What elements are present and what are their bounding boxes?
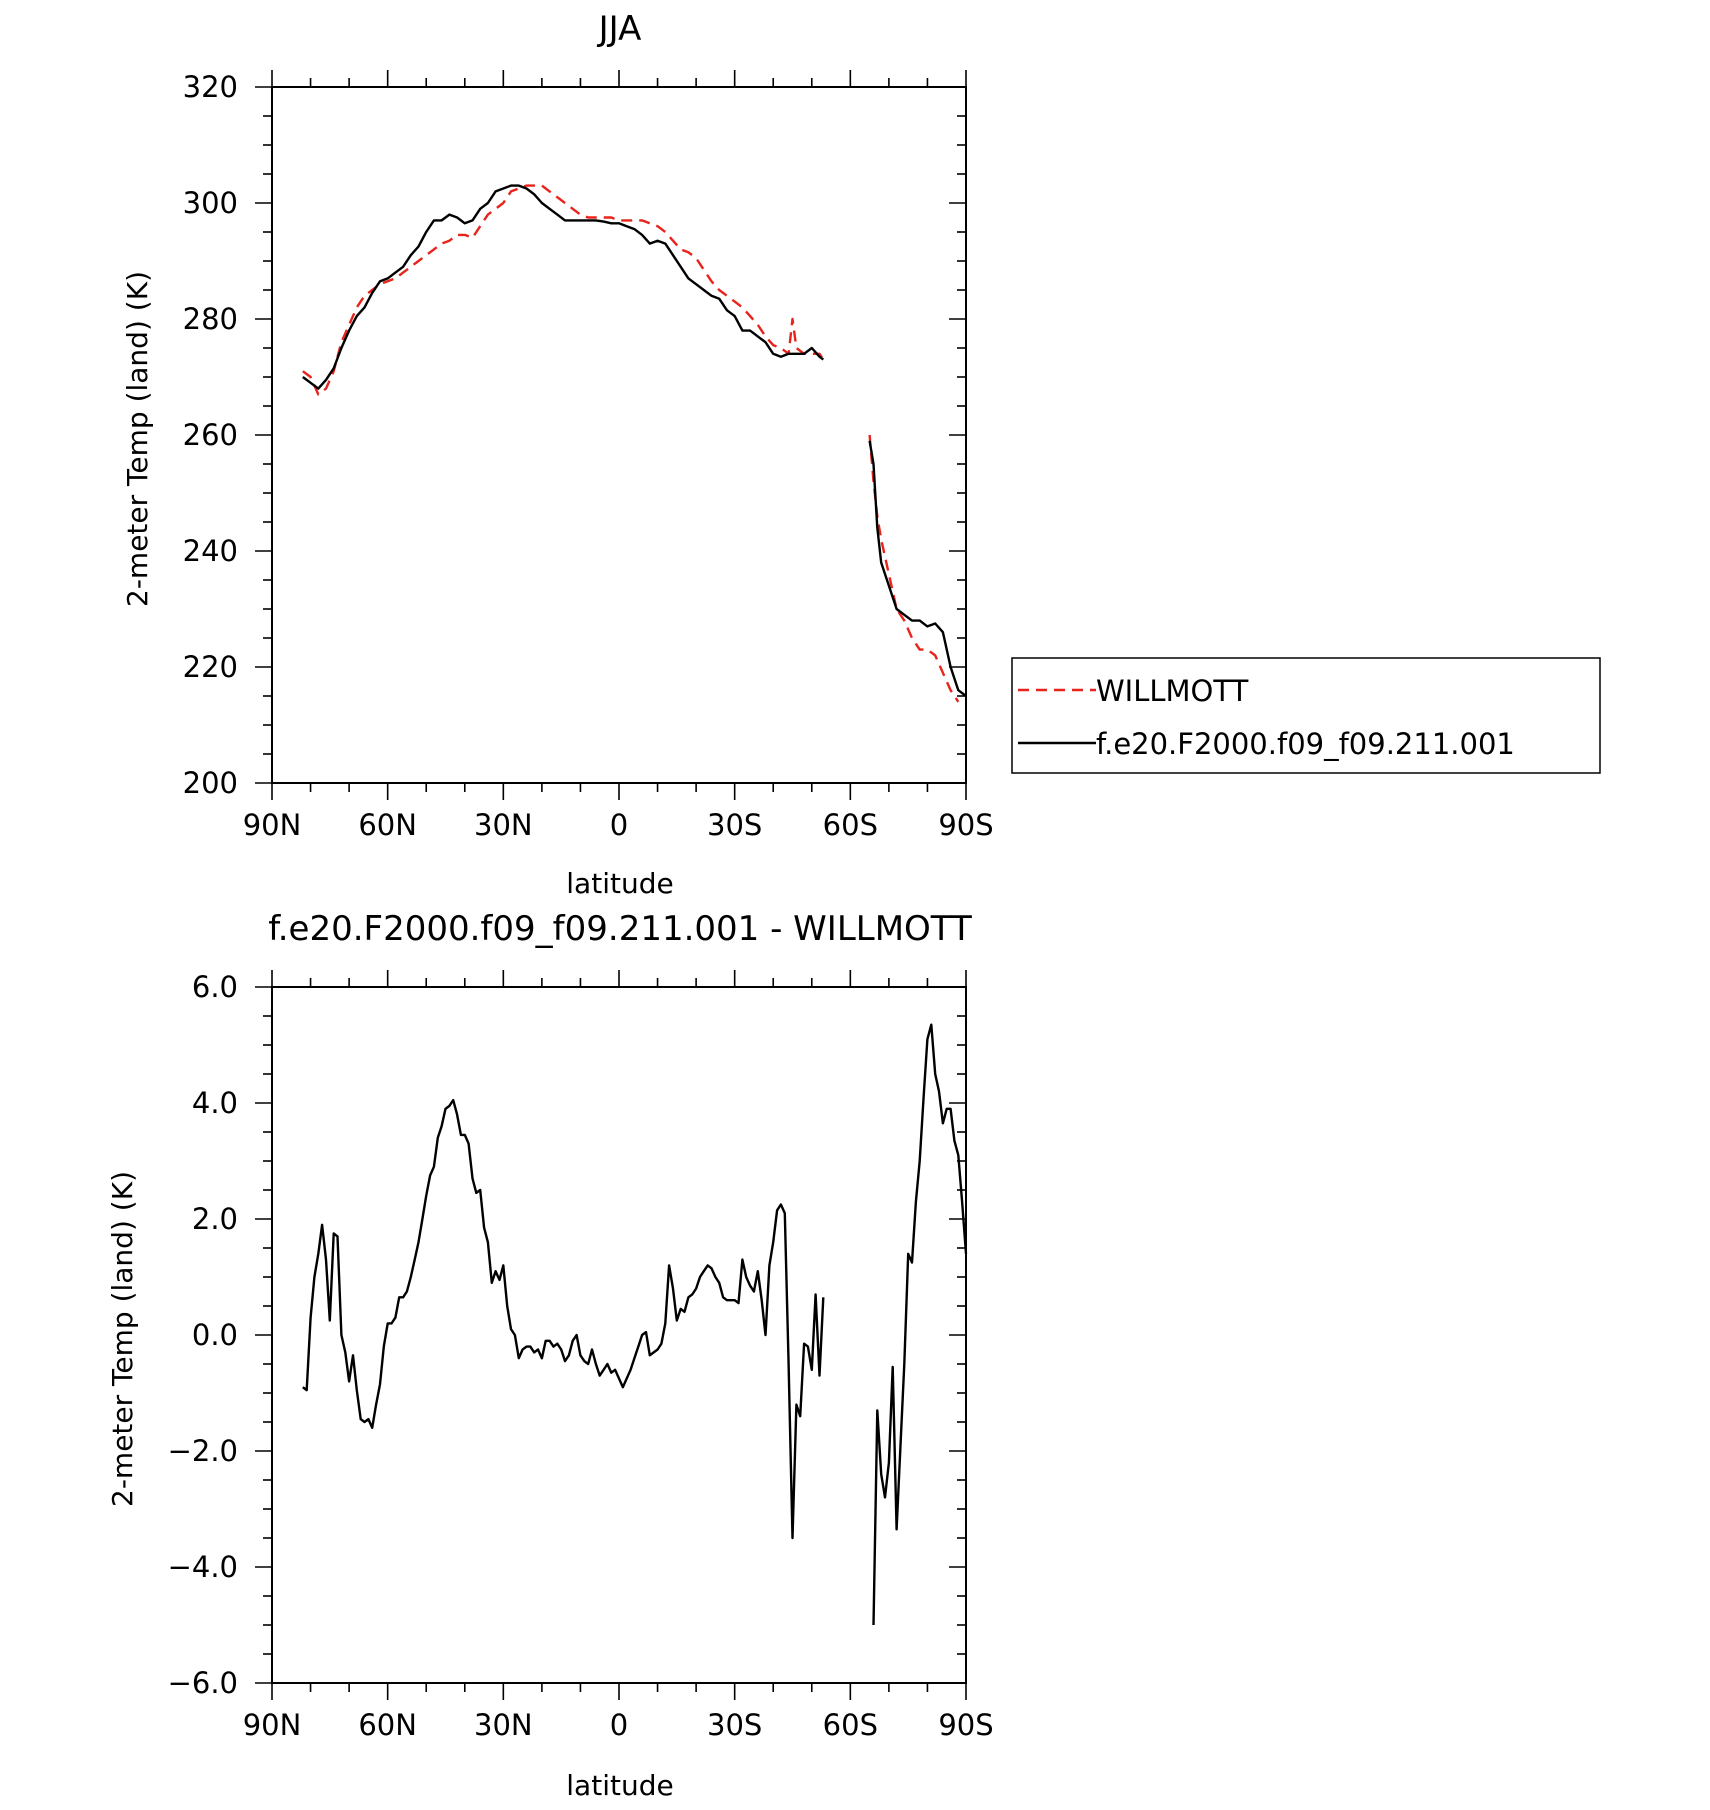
series-line-0-segment-1 bbox=[872, 1023, 968, 1626]
top-panel-frame bbox=[271, 86, 967, 784]
y-tick-label: 200 bbox=[183, 766, 238, 800]
y-tick-label: 0.0 bbox=[192, 1318, 238, 1352]
x-tick-label: 30N bbox=[474, 1708, 533, 1742]
y-tick-label: −6.0 bbox=[168, 1666, 238, 1700]
y-tick-label: 2.0 bbox=[192, 1202, 238, 1236]
legend: WILLMOTT f.e20.F2000.f09_f09.211.001 bbox=[1011, 657, 1601, 774]
bottom-panel-title: f.e20.F2000.f09_f09.211.001 - WILLMOTT bbox=[268, 909, 972, 949]
x-tick-label: 90N bbox=[243, 808, 302, 842]
x-tick-label: 90N bbox=[243, 1708, 302, 1742]
x-tick-label: 30S bbox=[707, 808, 762, 842]
legend-box bbox=[1011, 657, 1601, 774]
legend-label-model: f.e20.F2000.f09_f09.211.001 bbox=[1096, 727, 1515, 761]
y-tick-label: 300 bbox=[183, 186, 238, 220]
x-tick-label: 30N bbox=[474, 808, 533, 842]
top-panel-series bbox=[302, 184, 967, 703]
series-line-0-segment-1 bbox=[868, 434, 960, 703]
y-tick-label: 220 bbox=[183, 650, 238, 684]
bottom-panel-xlabel: latitude bbox=[566, 1769, 673, 1802]
x-tick-label: 30S bbox=[707, 1708, 762, 1742]
bottom-panel: f.e20.F2000.f09_f09.211.001 - WILLMOTT l… bbox=[106, 909, 994, 1802]
bottom-panel-ticks: 90N 60N 30N 0 30S 60S 90S −6.0 −4.0 −2.0 0.0 2.0 4.0… bbox=[168, 970, 994, 1742]
series-line-1-segment-0 bbox=[302, 184, 825, 390]
x-tick-label: 90S bbox=[938, 808, 993, 842]
top-panel-title: JJA bbox=[597, 9, 642, 49]
bottom-panel-frame bbox=[271, 986, 967, 1684]
top-panel-xlabel: latitude bbox=[566, 867, 673, 900]
legend-label-willmott: WILLMOTT bbox=[1096, 674, 1249, 708]
x-tick-label: 0 bbox=[610, 1708, 628, 1742]
top-panel-ticks: 90N 60N 30N 0 30S 60S 90S 200 220 240 260 280 300 320 bbox=[183, 70, 994, 842]
bottom-panel-series bbox=[302, 1023, 968, 1626]
x-tick-label: 0 bbox=[610, 808, 628, 842]
x-tick-label: 60N bbox=[358, 808, 417, 842]
y-tick-label: 4.0 bbox=[192, 1086, 238, 1120]
bottom-panel-ylabel: 2-meter Temp (land) (K) bbox=[106, 1171, 139, 1507]
series-line-0-segment-0 bbox=[302, 184, 825, 396]
series-line-1-segment-1 bbox=[868, 440, 967, 697]
x-tick-label: 60N bbox=[358, 1708, 417, 1742]
x-tick-label: 60S bbox=[823, 808, 878, 842]
x-tick-label: 90S bbox=[938, 1708, 993, 1742]
x-tick-label: 60S bbox=[823, 1708, 878, 1742]
y-tick-label: 280 bbox=[183, 302, 238, 336]
y-tick-label: −2.0 bbox=[168, 1434, 238, 1468]
y-tick-label: 320 bbox=[183, 70, 238, 104]
y-tick-label: 240 bbox=[183, 534, 238, 568]
y-tick-label: 6.0 bbox=[192, 970, 238, 1004]
y-tick-label: 260 bbox=[183, 418, 238, 452]
series-line-0-segment-0 bbox=[302, 1098, 825, 1540]
top-panel: JJA latitude 2-meter Temp (land) (K) 90N… bbox=[121, 9, 994, 900]
y-tick-label: −4.0 bbox=[168, 1550, 238, 1584]
top-panel-ylabel: 2-meter Temp (land) (K) bbox=[121, 271, 154, 607]
